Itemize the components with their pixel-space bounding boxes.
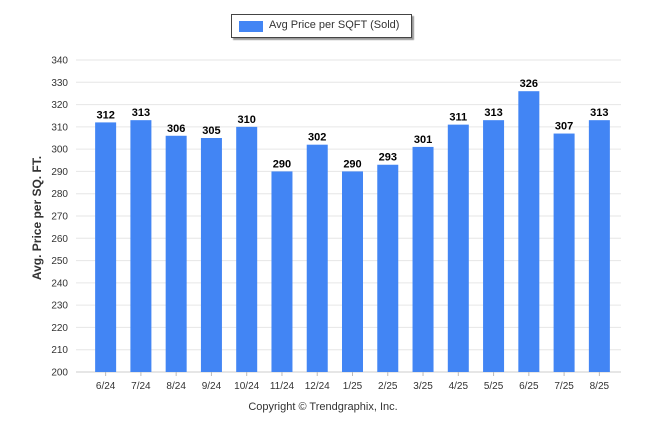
legend-swatch [239, 21, 263, 32]
bars [95, 91, 610, 373]
x-tick-label: 8/25 [590, 381, 610, 392]
legend-label: Avg Price per SQFT (Sold) [269, 19, 400, 31]
x-tick-label: 4/25 [449, 381, 469, 392]
bar [588, 120, 610, 373]
y-tick-label: 340 [51, 56, 68, 67]
x-tick-label: 8/24 [166, 381, 186, 392]
x-tick-label: 6/24 [96, 381, 116, 392]
y-tick-label: 230 [51, 301, 68, 312]
x-tick-label: 10/24 [234, 381, 259, 392]
data-label: 313 [590, 107, 608, 119]
bar [377, 164, 399, 372]
data-label: 302 [308, 132, 326, 144]
y-tick-label: 320 [51, 100, 68, 111]
y-tick-label: 240 [51, 278, 68, 289]
data-label: 313 [132, 107, 150, 119]
x-tick-label: 1/25 [343, 381, 363, 392]
y-tick-label: 210 [51, 345, 68, 356]
bar [236, 126, 258, 372]
y-tick-label: 300 [51, 145, 68, 156]
bar [271, 171, 293, 372]
data-label: 312 [96, 109, 114, 121]
data-label: 313 [484, 107, 502, 119]
x-tick-label: 2/25 [378, 381, 398, 392]
x-tick-label: 9/24 [202, 381, 222, 392]
y-tick-label: 270 [51, 212, 68, 223]
x-tick-label: 7/25 [554, 381, 574, 392]
copyright-text: Copyright © Trendgraphix, Inc. [248, 401, 398, 413]
y-tick-label: 310 [51, 122, 68, 133]
x-tick-label: 6/25 [519, 381, 539, 392]
x-tick-label: 3/25 [413, 381, 433, 392]
data-label: 301 [414, 134, 432, 146]
data-label: 310 [238, 114, 256, 126]
bar [412, 146, 434, 372]
x-axis-ticks: 6/24 7/24 8/24 9/24 10/24 11/24 12/24 1/25 2/25 3… [96, 372, 610, 392]
data-label: 290 [273, 158, 291, 170]
y-tick-label: 220 [51, 323, 68, 334]
data-label: 305 [202, 125, 220, 137]
y-tick-label: 290 [51, 167, 68, 178]
data-labels: 312 313 306 305 310 290 302 290 293 301 311 313 326 3… [96, 78, 608, 170]
x-tick-label: 5/25 [484, 381, 504, 392]
bar [306, 144, 328, 372]
y-tick-label: 260 [51, 234, 68, 245]
bar [95, 122, 117, 373]
bar [447, 124, 469, 372]
data-label: 293 [379, 152, 397, 164]
data-label: 307 [555, 121, 573, 133]
x-tick-label: 11/24 [270, 381, 295, 392]
y-tick-label: 330 [51, 78, 68, 89]
data-label: 326 [520, 78, 538, 90]
x-tick-label: 12/24 [305, 381, 330, 392]
bar [130, 120, 152, 373]
legend[interactable]: Avg Price per SQFT (Sold) [231, 14, 412, 38]
data-label: 311 [449, 112, 467, 124]
data-label: 290 [343, 158, 361, 170]
x-tick-label: 7/24 [131, 381, 151, 392]
y-tick-label: 200 [51, 368, 68, 379]
bar [200, 138, 222, 372]
y-tick-label: 280 [51, 189, 68, 200]
y-axis-title: Avg. Price per SQ. FT. [30, 156, 44, 280]
data-label: 306 [167, 123, 185, 135]
bar [165, 135, 187, 372]
bar [518, 91, 540, 372]
y-tick-label: 250 [51, 256, 68, 267]
bar [483, 120, 505, 373]
y-axis-ticks: 200 210 220 230 240 250 260 270 280 290 300 310 320 3… [51, 56, 68, 379]
bar [342, 171, 363, 372]
bar [553, 133, 575, 372]
